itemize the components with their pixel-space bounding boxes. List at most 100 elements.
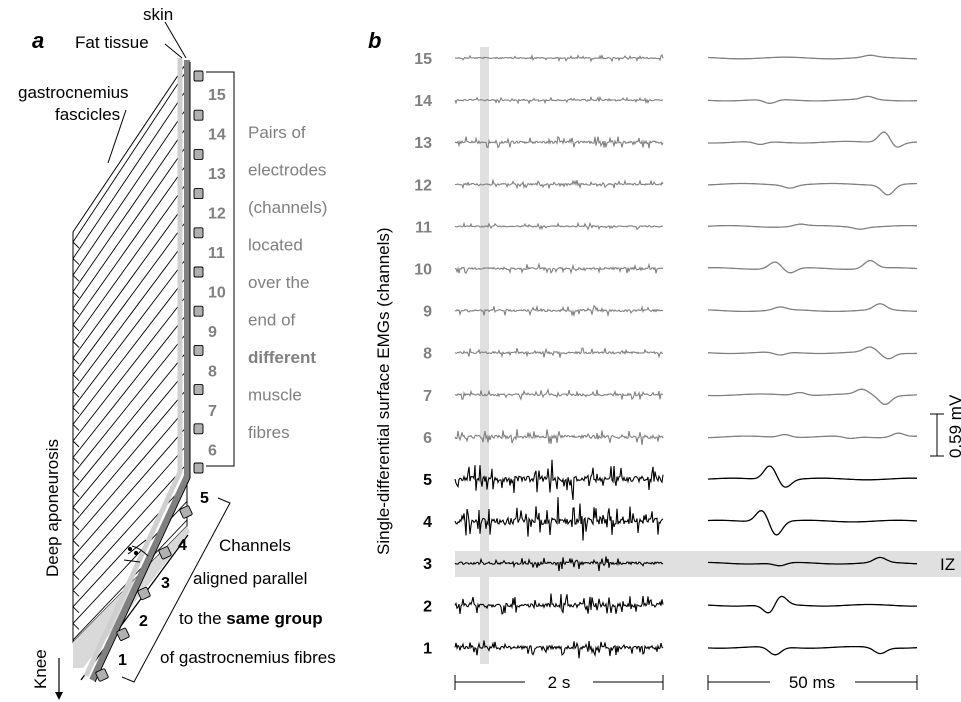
channel-label: 12 bbox=[208, 206, 226, 223]
lower-note-line1: Channels bbox=[219, 536, 291, 555]
electrode bbox=[193, 148, 204, 160]
fibre-line bbox=[72, 332, 188, 475]
electrode bbox=[95, 668, 109, 682]
channel-label: 13 bbox=[414, 135, 432, 152]
amplitude-scale-label: 0.59 mV bbox=[946, 394, 961, 458]
emg-trace-50ms bbox=[708, 595, 917, 614]
fibre-tick bbox=[72, 490, 80, 498]
channel-label: 2 bbox=[139, 613, 148, 630]
emg-trace-50ms bbox=[707, 465, 918, 488]
fibre-line bbox=[72, 126, 188, 293]
fibre-line bbox=[72, 88, 188, 259]
panel-a-electrode-diagram: a skin Fat tissue gastrocnemius fascicle… bbox=[18, 5, 336, 700]
emg-trace-2s bbox=[454, 429, 664, 445]
electrode bbox=[158, 546, 172, 560]
emg-trace-2s bbox=[454, 304, 664, 318]
emg-trace-2s bbox=[454, 347, 664, 359]
fibre-line bbox=[72, 69, 188, 243]
scale-2s bbox=[454, 675, 664, 690]
fibre-line bbox=[72, 369, 188, 508]
electrode bbox=[137, 586, 151, 601]
fibre-line bbox=[72, 313, 188, 458]
emg-trace-2s bbox=[454, 178, 664, 190]
fibre-tick bbox=[72, 390, 80, 398]
fibre-tick bbox=[72, 623, 80, 630]
emg-trace-50ms bbox=[707, 303, 917, 313]
fibre-line bbox=[72, 407, 188, 541]
fibre-tick bbox=[72, 307, 80, 315]
fibre-line bbox=[72, 388, 188, 525]
fibre-tick bbox=[72, 374, 80, 382]
channel-label: 2 bbox=[423, 598, 432, 615]
fibre-line bbox=[72, 219, 188, 375]
aponeurosis-lower-edge bbox=[80, 534, 189, 681]
fascicles-leader bbox=[107, 109, 127, 164]
fascicles-label-line2: fascicles bbox=[55, 105, 120, 124]
fibre-line bbox=[72, 276, 188, 425]
upper-note-line: located bbox=[248, 236, 303, 255]
panel-b-letter: b bbox=[368, 28, 381, 53]
channel-label: 15 bbox=[208, 87, 226, 104]
electrode bbox=[193, 227, 204, 239]
channel-label: 9 bbox=[208, 324, 217, 341]
skin-leader bbox=[164, 21, 187, 59]
lower-channels-bracket bbox=[121, 497, 231, 683]
knee-arrow bbox=[55, 658, 63, 700]
electrode bbox=[193, 266, 204, 278]
fibre-tick bbox=[72, 540, 80, 547]
fibre-line bbox=[72, 463, 188, 591]
fat-leader bbox=[164, 43, 183, 59]
fat-tissue-label: Fat tissue bbox=[75, 33, 149, 52]
iz-label: IZ bbox=[940, 555, 955, 574]
fibre-line bbox=[72, 163, 188, 326]
fat-tissue-layer bbox=[83, 58, 183, 678]
fibre-line bbox=[72, 257, 188, 409]
fibre-tick bbox=[72, 424, 80, 431]
electrode bbox=[193, 344, 204, 356]
channel-label: 5 bbox=[423, 472, 432, 489]
panel-a-letter: a bbox=[32, 28, 44, 53]
emg-trace-2s bbox=[454, 262, 664, 275]
electrode bbox=[116, 627, 130, 641]
emg-trace-50ms bbox=[707, 556, 918, 567]
lower-channel-labels: 5 4 3 2 1 bbox=[118, 490, 209, 669]
emg-trace-2s bbox=[454, 497, 664, 541]
y-axis-label: Single-differential surface EMGs (channe… bbox=[374, 227, 393, 555]
fibre-tick bbox=[72, 473, 80, 481]
fibre-tick bbox=[72, 258, 80, 265]
skin-layer bbox=[89, 60, 190, 682]
fibre-tick bbox=[72, 440, 80, 448]
channel-label: 10 bbox=[208, 285, 226, 302]
amplitude-scale-bar bbox=[930, 413, 944, 457]
upper-note-line: different bbox=[248, 348, 316, 367]
upper-note-line: Pairs of bbox=[248, 123, 306, 142]
electrode bbox=[193, 70, 204, 82]
fibre-line bbox=[72, 238, 188, 392]
lower-note-line2: aligned parallel bbox=[193, 569, 307, 588]
channel-label: 10 bbox=[414, 262, 432, 279]
scale-50ms bbox=[707, 675, 918, 690]
channel-label: 8 bbox=[208, 364, 217, 381]
electrode bbox=[179, 505, 193, 519]
upper-note-line: end of bbox=[248, 311, 296, 330]
emg-trace-2s bbox=[454, 135, 664, 149]
upper-channels-note: Pairs of electrodes (channels) located over … bbox=[248, 123, 327, 442]
time-highlight-band bbox=[480, 47, 489, 664]
upper-channels-bracket bbox=[206, 71, 235, 467]
channel-number-labels: 15 14 13 12 11 10 9 8 7 6 5 4 3 2 1 bbox=[414, 51, 432, 657]
electrode-pairs bbox=[95, 70, 204, 682]
channel-label: 12 bbox=[414, 177, 432, 194]
channel-label: 8 bbox=[423, 346, 432, 363]
fibre-tick bbox=[72, 457, 80, 464]
electrode bbox=[193, 109, 204, 121]
fibre-tick bbox=[72, 523, 80, 531]
channel-label: 1 bbox=[423, 640, 432, 657]
fibre-tick bbox=[72, 407, 80, 415]
fibre-line bbox=[72, 182, 188, 342]
emg-trace-50ms bbox=[708, 54, 917, 60]
lower-note-line4: of gastrocnemius fibres bbox=[160, 648, 336, 667]
upper-note-line: (channels) bbox=[248, 198, 327, 217]
fibre-tick bbox=[72, 357, 80, 365]
fibre-line bbox=[72, 107, 188, 276]
